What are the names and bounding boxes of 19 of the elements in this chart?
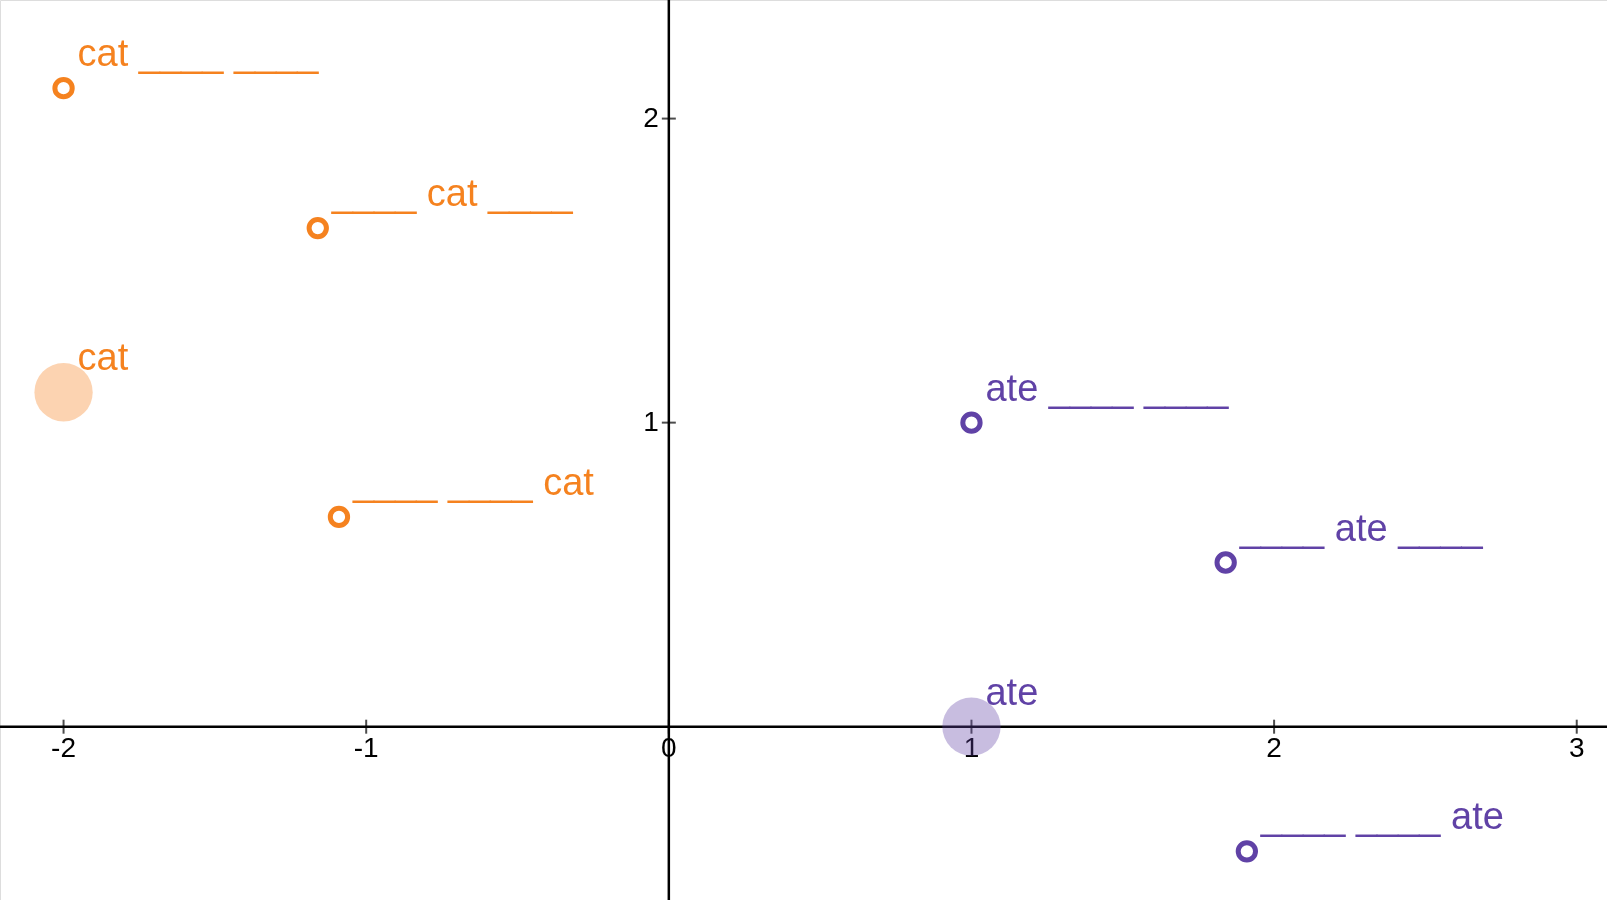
point [960, 411, 983, 434]
annotation: ____ ____ ate [1259, 795, 1504, 838]
point [1214, 551, 1237, 574]
point [1235, 840, 1259, 863]
point [306, 216, 329, 240]
x-tick-label: -1 [353, 731, 379, 763]
annotation: ____ ate ____ [1238, 506, 1484, 549]
annotation: cat ____ ____ [77, 32, 320, 75]
x-tick-label: 2 [1266, 731, 1282, 763]
annotation: ____ cat ____ [330, 172, 574, 215]
point [52, 77, 75, 100]
annotation: ____ ____ cat [351, 460, 595, 503]
annotation: ate ____ ____ [985, 366, 1230, 409]
x-tick-label: -2 [51, 731, 77, 763]
annotation: cat [77, 336, 129, 379]
x-tick-label: 1 [963, 731, 980, 763]
point [327, 505, 351, 529]
annotation: ate [985, 670, 1039, 713]
x-tick-label: 3 [1568, 731, 1585, 763]
